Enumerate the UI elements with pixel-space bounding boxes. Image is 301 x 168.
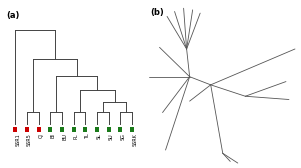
Text: TL: TL: [85, 133, 90, 139]
Bar: [72, 127, 76, 132]
Bar: [130, 127, 134, 132]
Text: (b): (b): [150, 8, 164, 17]
Text: SSR1: SSR1: [15, 133, 20, 146]
Text: BU: BU: [62, 133, 67, 140]
Bar: [118, 127, 123, 132]
Bar: [37, 127, 41, 132]
Text: (a): (a): [7, 11, 20, 19]
Bar: [13, 127, 17, 132]
Bar: [60, 127, 64, 132]
Text: SSR5: SSR5: [27, 133, 32, 146]
Text: PL: PL: [74, 133, 79, 139]
Bar: [48, 127, 52, 132]
Bar: [25, 127, 29, 132]
Text: SL: SL: [97, 133, 102, 139]
Text: SSRK: SSRK: [132, 133, 137, 146]
Bar: [83, 127, 88, 132]
Text: SU: SU: [109, 133, 114, 140]
Text: CJ: CJ: [39, 133, 44, 138]
Text: BI: BI: [50, 133, 55, 138]
Bar: [107, 127, 111, 132]
Bar: [95, 127, 99, 132]
Text: SG: SG: [120, 133, 126, 140]
